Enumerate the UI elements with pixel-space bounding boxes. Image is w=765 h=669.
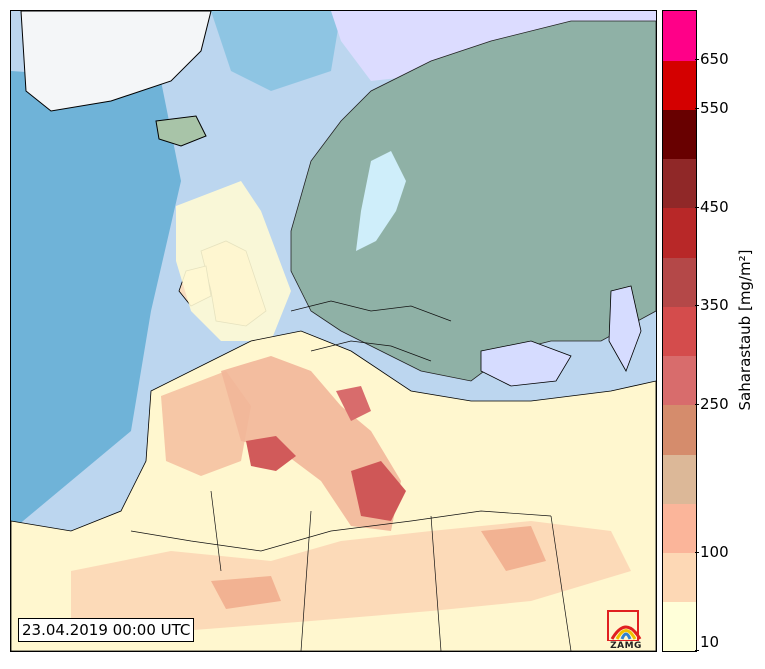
- northern-europe-land: [290, 20, 656, 382]
- dust-hotspot-3: [336, 386, 371, 421]
- timestamp-label: 23.04.2019 00:00 UTC: [18, 618, 195, 642]
- iceland: [155, 115, 207, 147]
- zamg-rainbow-icon: [607, 610, 642, 642]
- colorbar-tick: [695, 206, 699, 208]
- black-sea: [480, 340, 572, 387]
- colorbar-band: [663, 306, 696, 357]
- colorbar-band: [663, 257, 696, 307]
- baltic-sea: [356, 151, 406, 251]
- colorbar-label: 550: [700, 99, 729, 118]
- greenland: [20, 11, 212, 112]
- colorbar-band: [663, 158, 696, 209]
- colorbar-tick: [695, 650, 699, 651]
- map-panel: ZAMG: [10, 10, 657, 652]
- colorbar-tick: [695, 59, 699, 61]
- colorbar-band: [663, 404, 696, 455]
- colorbar-label: 10: [700, 633, 720, 651]
- colorbar-title: Saharastaub [mg/m²]: [736, 249, 754, 411]
- zamg-logo: ZAMG: [606, 609, 646, 651]
- colorbar-label: 350: [700, 296, 729, 315]
- colorbar-label: 450: [700, 197, 729, 216]
- colorbar-band: [663, 503, 696, 554]
- colorbar-band: [663, 109, 696, 160]
- colorbar-band: [663, 552, 696, 603]
- colorbar-band: [663, 11, 696, 61]
- colorbar-tick: [695, 305, 699, 307]
- africa-dust-band: [71, 521, 631, 631]
- colorbar-tick: [695, 403, 699, 405]
- colorbar-band: [663, 60, 696, 110]
- colorbar-band: [663, 355, 696, 406]
- caspian-sea: [608, 285, 642, 372]
- colorbar-tick: [695, 551, 699, 553]
- colorbar: [662, 10, 697, 652]
- colorbar-band: [663, 601, 696, 652]
- colorbar-band: [663, 454, 696, 504]
- egypt-dust-spot: [481, 526, 546, 571]
- logo-text: ZAMG: [610, 641, 642, 651]
- dust-hotspot-2: [351, 461, 406, 521]
- colorbar-band: [663, 207, 696, 258]
- borders: [130, 300, 572, 651]
- colorbar-label: 650: [700, 50, 729, 69]
- dust-hotspot-1: [246, 436, 296, 471]
- colorbar-label: 100: [700, 542, 729, 561]
- colorbar-label: 250: [700, 394, 729, 413]
- north-sea-light: [211, 11, 341, 91]
- dust-map: [11, 11, 656, 651]
- deep-atlantic: [11, 71, 181, 531]
- colorbar-tick: [695, 108, 699, 110]
- africa-dust-spot: [211, 576, 281, 609]
- dust-plume-north: [176, 181, 291, 341]
